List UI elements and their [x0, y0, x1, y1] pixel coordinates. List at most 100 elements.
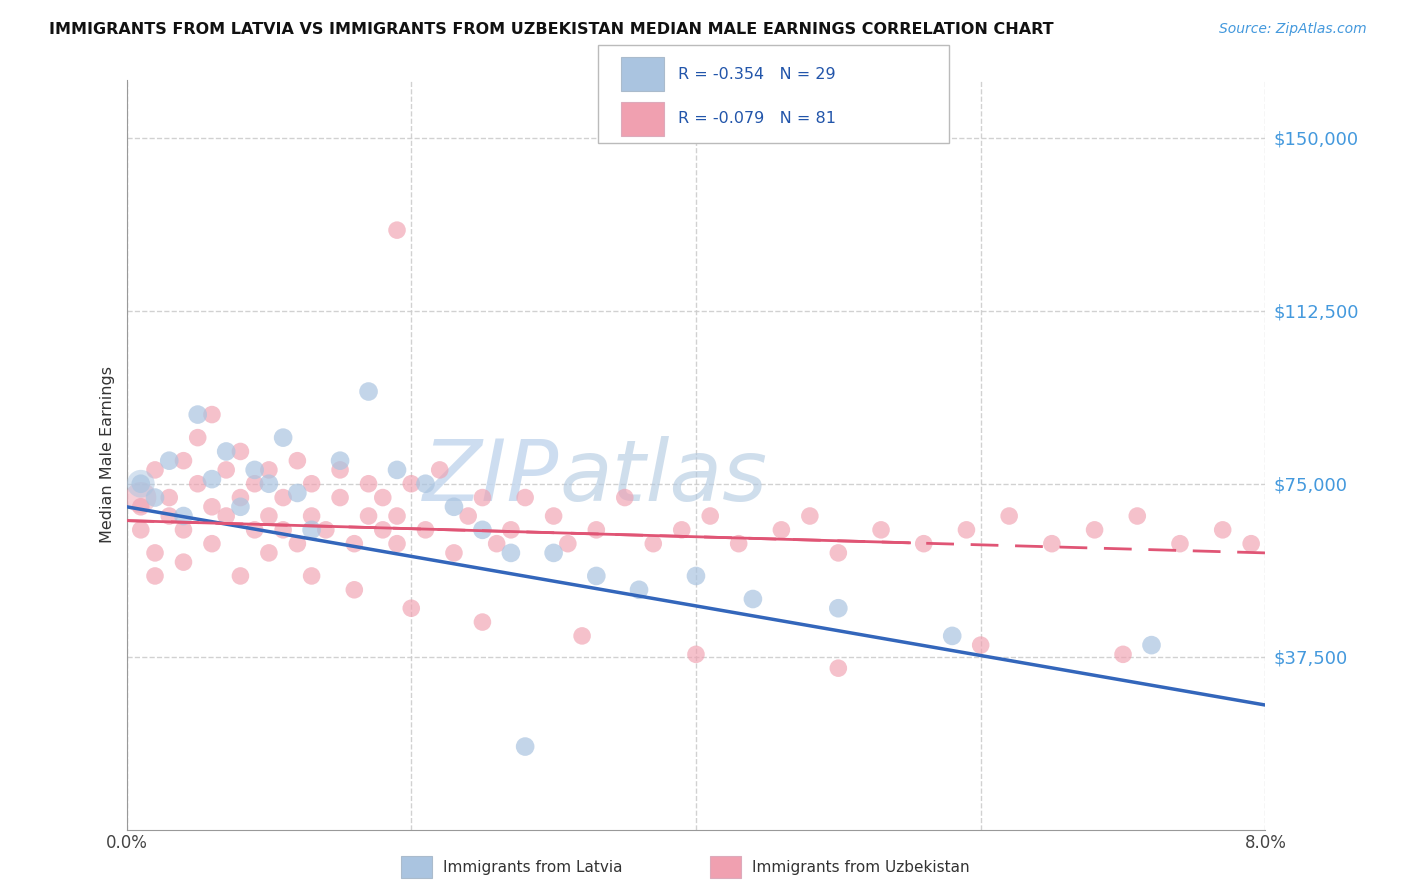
Point: [172, 508, 194, 523]
Point: [143, 463, 166, 477]
Point: [201, 408, 224, 422]
Point: [343, 582, 366, 597]
Point: [401, 476, 423, 491]
Point: [187, 431, 209, 445]
Point: [415, 523, 437, 537]
Point: [143, 546, 166, 560]
Point: [827, 546, 849, 560]
Text: R = -0.354   N = 29: R = -0.354 N = 29: [678, 67, 835, 81]
Point: [301, 523, 323, 537]
Point: [543, 546, 565, 560]
Point: [941, 629, 963, 643]
Point: [329, 463, 352, 477]
Point: [201, 500, 224, 514]
Point: [998, 508, 1021, 523]
Point: [315, 523, 337, 537]
Point: [499, 523, 522, 537]
Point: [201, 537, 224, 551]
Text: Immigrants from Latvia: Immigrants from Latvia: [443, 860, 623, 874]
Point: [343, 537, 366, 551]
Point: [515, 491, 537, 505]
Point: [229, 491, 252, 505]
Point: [229, 444, 252, 458]
Point: [172, 453, 194, 467]
Point: [1212, 523, 1234, 537]
Point: [499, 546, 522, 560]
Point: [585, 569, 607, 583]
Point: [515, 739, 537, 754]
Point: [329, 491, 352, 505]
Point: [301, 508, 323, 523]
Point: [143, 491, 166, 505]
Point: [1112, 648, 1135, 662]
Point: [742, 592, 765, 607]
Point: [187, 476, 209, 491]
Point: [271, 523, 294, 537]
Point: [229, 500, 252, 514]
Point: [643, 537, 665, 551]
Point: [287, 537, 309, 551]
Point: [385, 223, 408, 237]
Point: [799, 508, 821, 523]
Point: [201, 472, 224, 486]
Text: Immigrants from Uzbekistan: Immigrants from Uzbekistan: [752, 860, 970, 874]
Point: [912, 537, 935, 551]
Point: [699, 508, 721, 523]
Point: [371, 491, 394, 505]
Point: [187, 408, 209, 422]
Point: [301, 569, 323, 583]
Point: [443, 500, 465, 514]
Point: [257, 476, 280, 491]
Point: [1084, 523, 1107, 537]
Point: [970, 638, 993, 652]
Point: [129, 500, 152, 514]
Point: [1168, 537, 1191, 551]
Point: [385, 508, 408, 523]
Point: [870, 523, 893, 537]
Point: [457, 508, 479, 523]
Point: [485, 537, 508, 551]
Point: [671, 523, 693, 537]
Point: [357, 508, 380, 523]
Point: [685, 648, 707, 662]
Point: [257, 463, 280, 477]
Point: [429, 463, 451, 477]
Point: [571, 629, 593, 643]
Point: [401, 601, 423, 615]
Point: [613, 491, 636, 505]
Text: ZIP: ZIP: [423, 436, 560, 519]
Point: [443, 546, 465, 560]
Point: [257, 508, 280, 523]
Point: [543, 508, 565, 523]
Point: [357, 384, 380, 399]
Point: [243, 476, 266, 491]
Point: [1240, 537, 1263, 551]
Point: [371, 523, 394, 537]
Point: [301, 476, 323, 491]
Point: [628, 582, 651, 597]
Point: [271, 491, 294, 505]
Point: [1140, 638, 1163, 652]
Point: [827, 661, 849, 675]
Point: [471, 491, 494, 505]
Point: [415, 476, 437, 491]
Point: [955, 523, 977, 537]
Point: [172, 555, 194, 569]
Point: [257, 546, 280, 560]
Point: [1040, 537, 1063, 551]
Point: [157, 491, 180, 505]
Point: [143, 569, 166, 583]
Point: [215, 463, 238, 477]
Point: [129, 491, 152, 505]
Point: [585, 523, 607, 537]
Point: [685, 569, 707, 583]
Text: Source: ZipAtlas.com: Source: ZipAtlas.com: [1219, 22, 1367, 37]
Point: [727, 537, 749, 551]
Point: [357, 476, 380, 491]
Point: [215, 444, 238, 458]
Y-axis label: Median Male Earnings: Median Male Earnings: [100, 367, 115, 543]
Point: [129, 523, 152, 537]
Point: [385, 537, 408, 551]
Point: [287, 453, 309, 467]
Point: [157, 508, 180, 523]
